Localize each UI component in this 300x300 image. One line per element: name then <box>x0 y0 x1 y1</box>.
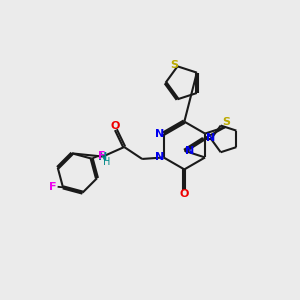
Text: F: F <box>50 182 57 192</box>
Text: N: N <box>98 152 107 163</box>
Text: N: N <box>155 152 164 163</box>
Text: O: O <box>180 189 189 199</box>
Text: O: O <box>111 121 120 131</box>
Text: H: H <box>103 157 110 166</box>
Text: N: N <box>185 146 194 156</box>
Text: N: N <box>155 129 164 139</box>
Text: N: N <box>206 133 215 143</box>
Text: S: S <box>170 60 178 70</box>
Text: S: S <box>222 117 230 127</box>
Text: F: F <box>98 151 105 160</box>
